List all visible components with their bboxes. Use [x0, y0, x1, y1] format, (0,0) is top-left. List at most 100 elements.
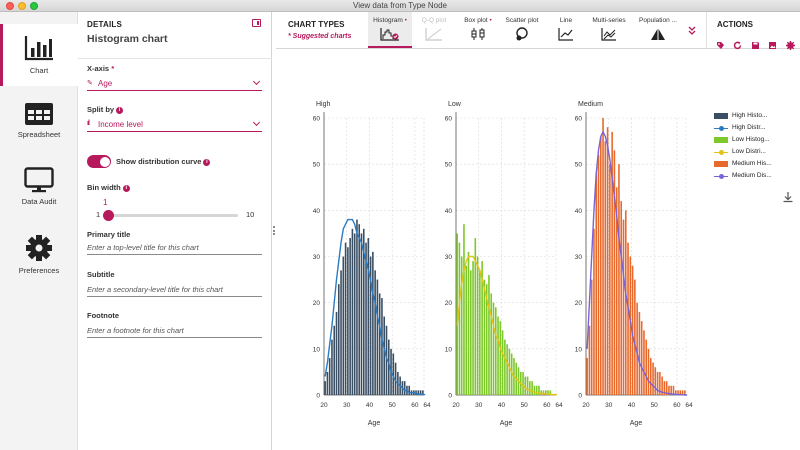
primary-title-label: Primary title: [87, 230, 131, 239]
nav-item-label: Preferences: [18, 266, 60, 275]
xaxis-value: Age: [98, 79, 113, 88]
histogram-bar: [540, 390, 543, 395]
xaxis-select[interactable]: ✎ Age: [87, 77, 262, 91]
window-minimize-button[interactable]: [18, 2, 26, 10]
info-icon[interactable]: i: [203, 159, 211, 166]
nav-item-spreadsheet[interactable]: Spreadsheet: [0, 102, 78, 139]
histogram-bar: [324, 381, 326, 395]
histogram-bar: [326, 371, 329, 395]
histogram-bar: [656, 371, 659, 395]
window-maximize-button[interactable]: [30, 2, 38, 10]
y-tick-label: 30: [313, 254, 321, 261]
split-by-label: Split by i: [87, 105, 124, 114]
histogram-bar: [492, 302, 495, 395]
legend-item[interactable]: Medium Dis...: [712, 170, 792, 182]
distribution-curve-toggle[interactable]: [87, 155, 111, 168]
histogram-bar: [645, 339, 648, 395]
bar-chart-small-icon: ıl: [87, 120, 90, 127]
nav-item-label: Chart: [29, 66, 49, 75]
bin-width-slider-thumb[interactable]: [103, 210, 114, 221]
tab-scatter-plot[interactable]: Scatter plot: [502, 12, 542, 48]
histogram-bar: [677, 390, 679, 395]
save-icon[interactable]: [751, 37, 760, 50]
x-tick-label: 20: [582, 402, 590, 409]
tab-label: Box plot: [464, 17, 488, 24]
chart-types-bar: CHART TYPES * Suggested charts Histogram…: [276, 12, 706, 49]
nav-item-label: Spreadsheet: [17, 130, 61, 139]
split-by-value: Income level: [98, 120, 143, 129]
actions-header: ACTIONS: [717, 20, 753, 29]
histogram-bar: [344, 242, 347, 395]
legend-item[interactable]: High Distr...: [712, 122, 792, 134]
histogram-bar: [356, 219, 358, 395]
x-tick-label: 20: [320, 402, 328, 409]
image-export-icon[interactable]: [768, 37, 777, 50]
histogram-bar: [367, 238, 370, 395]
population-pyramid-icon: [651, 28, 665, 40]
monitor-icon: [24, 167, 54, 193]
tag-icon[interactable]: [716, 37, 725, 50]
primary-title-input[interactable]: Enter a top-level title for this chart: [87, 241, 262, 255]
subtitle-input[interactable]: Enter a secondary-level title for this c…: [87, 283, 262, 297]
legend-item[interactable]: Low Histog...: [712, 134, 792, 146]
histogram-bar: [586, 358, 588, 395]
histogram-bar: [640, 321, 643, 395]
x-axis-label: Age: [500, 420, 513, 427]
histogram-bar: [535, 385, 538, 395]
histogram-bar: [456, 233, 458, 395]
settings-icon[interactable]: [785, 37, 795, 51]
tab-population[interactable]: Population ...: [632, 12, 684, 48]
info-icon[interactable]: i: [122, 185, 130, 192]
legend-item[interactable]: High Histo...: [712, 110, 792, 122]
y-tick-label: 60: [575, 116, 583, 123]
multi-series-icon: [601, 28, 616, 41]
histogram-bar: [392, 353, 395, 395]
tab-multi-series[interactable]: Multi-series: [588, 12, 630, 48]
histogram-bar: [624, 210, 627, 395]
x-tick-label: 50: [521, 402, 529, 409]
histogram-bar: [335, 311, 338, 395]
y-tick-label: 10: [445, 346, 453, 353]
histogram-bar: [679, 390, 682, 395]
histogram-bar: [590, 279, 593, 395]
histogram-bar: [670, 385, 673, 395]
nav-item-chart[interactable]: Chart: [0, 24, 78, 86]
y-tick-label: 10: [575, 346, 583, 353]
histogram-bar: [588, 325, 591, 395]
histogram-bar: [378, 293, 381, 395]
histogram-bar: [636, 302, 638, 395]
tab-box-plot[interactable]: Box plot •: [456, 12, 500, 48]
histogram-bar: [494, 307, 497, 395]
collapse-panel-icon[interactable]: [252, 19, 261, 27]
legend-item[interactable]: Low Distri...: [712, 146, 792, 158]
chart-legend: High Histo... High Distr... Low Histog..…: [712, 110, 792, 182]
bin-width-slider-track[interactable]: [106, 214, 238, 217]
nav-item-preferences[interactable]: Preferences: [0, 234, 78, 275]
y-tick-label: 40: [575, 208, 583, 215]
histogram-bar: [467, 251, 470, 395]
window-close-button[interactable]: [6, 2, 14, 10]
tab-qq-plot[interactable]: Q-Q plot: [414, 12, 454, 48]
legend-item[interactable]: Medium His...: [712, 158, 792, 170]
tab-line[interactable]: Line: [550, 12, 582, 48]
tab-histogram[interactable]: Histogram •: [368, 12, 412, 48]
y-tick-label: 30: [575, 254, 583, 261]
y-tick-label: 40: [313, 208, 321, 215]
histogram-bar: [415, 390, 417, 395]
footnote-input[interactable]: Enter a footnote for this chart: [87, 324, 262, 338]
histogram-bar: [481, 261, 483, 395]
refresh-icon[interactable]: [733, 37, 742, 50]
histogram-bar: [340, 270, 342, 395]
histogram-bar: [476, 256, 479, 395]
x-tick-label: 50: [651, 402, 659, 409]
divider: [78, 58, 272, 59]
left-navigation: Chart Spreadsheet Data Audit: [0, 12, 78, 450]
double-chevron-down-icon[interactable]: [688, 26, 696, 36]
info-icon[interactable]: i: [116, 107, 124, 114]
nav-item-data-audit[interactable]: Data Audit: [0, 167, 78, 206]
spreadsheet-icon: [25, 103, 53, 125]
histogram-bar: [634, 279, 636, 395]
download-icon[interactable]: [782, 191, 794, 203]
split-by-select[interactable]: ıl Income level: [87, 118, 262, 132]
panel-resize-handle[interactable]: [273, 226, 276, 237]
